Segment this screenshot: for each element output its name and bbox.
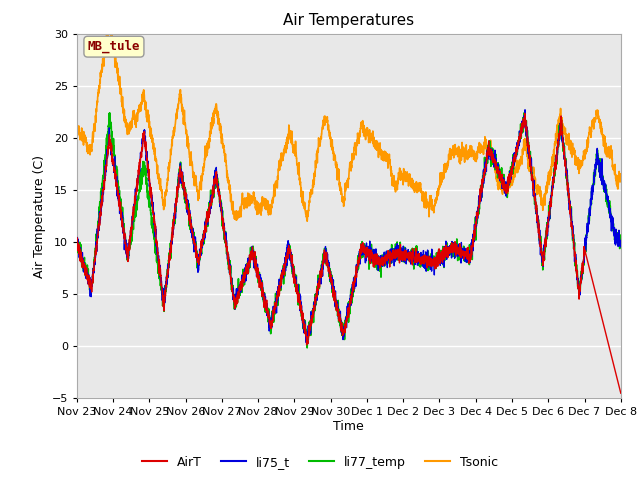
Y-axis label: Air Temperature (C): Air Temperature (C) [33, 155, 46, 277]
X-axis label: Time: Time [333, 420, 364, 433]
Title: Air Temperatures: Air Temperatures [284, 13, 414, 28]
Text: MB_tule: MB_tule [88, 40, 140, 53]
Legend: AirT, li75_t, li77_temp, Tsonic: AirT, li75_t, li77_temp, Tsonic [138, 451, 502, 474]
